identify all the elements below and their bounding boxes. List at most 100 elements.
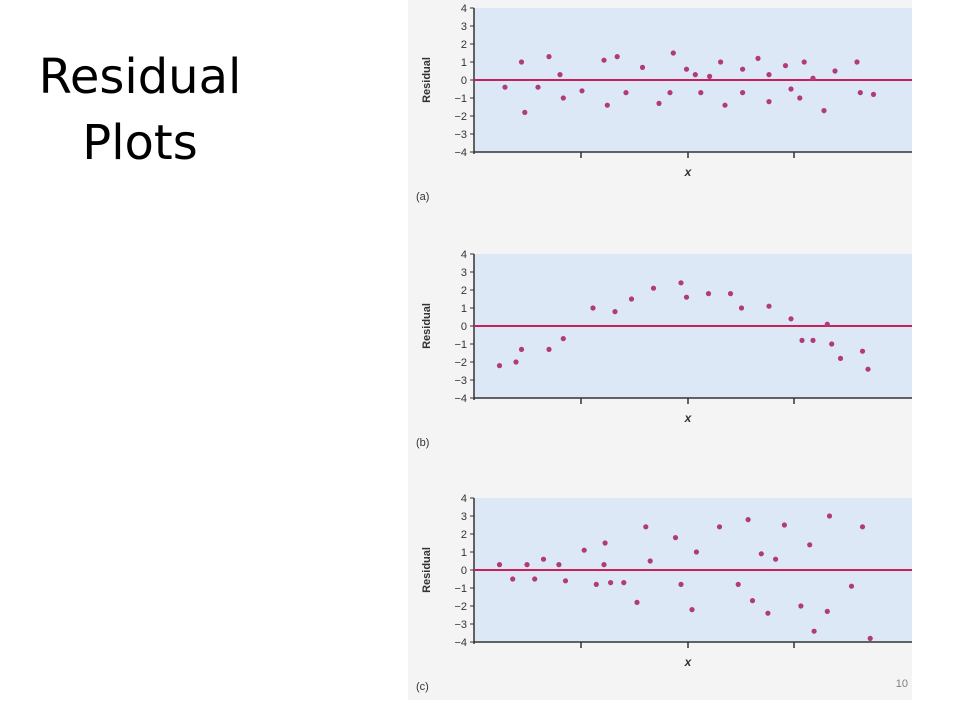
data-point — [773, 556, 779, 562]
data-point — [683, 66, 690, 72]
y-tick-label: −3 — [454, 375, 467, 387]
data-point — [556, 562, 562, 568]
y-tick-label: 3 — [461, 511, 467, 523]
data-point — [798, 603, 804, 609]
data-point — [832, 68, 838, 74]
data-point — [824, 608, 830, 615]
y-tick-label: 0 — [461, 321, 467, 333]
data-point — [807, 542, 813, 548]
data-point — [727, 291, 734, 297]
data-point — [604, 102, 610, 108]
data-point — [788, 86, 794, 92]
y-tick-label: 4 — [461, 493, 467, 505]
data-point — [826, 513, 833, 519]
data-point — [656, 100, 662, 106]
data-point — [546, 346, 552, 352]
y-tick-label: −2 — [454, 601, 467, 613]
slide-title-line-1: Residual — [38, 49, 242, 105]
data-point — [740, 66, 746, 72]
page-number: 10 — [895, 678, 908, 690]
data-point — [608, 580, 614, 586]
data-point — [693, 549, 699, 555]
data-point — [579, 88, 585, 94]
data-point — [593, 581, 599, 588]
data-point — [766, 72, 772, 78]
data-point — [821, 108, 827, 114]
data-point — [540, 556, 547, 562]
y-tick-label: 2 — [461, 285, 467, 297]
data-point — [740, 90, 746, 96]
data-point — [535, 84, 541, 90]
data-point — [781, 522, 787, 528]
y-axis-label: Residual — [421, 547, 433, 593]
data-point — [502, 84, 508, 90]
data-point — [782, 63, 789, 69]
data-point — [738, 305, 745, 311]
data-point — [647, 558, 653, 564]
data-point — [601, 57, 607, 63]
data-point — [581, 547, 587, 553]
data-point — [639, 64, 646, 70]
data-point — [510, 576, 516, 582]
data-point — [546, 54, 552, 60]
data-point — [518, 346, 525, 352]
data-point — [766, 303, 772, 309]
data-point — [718, 59, 724, 65]
x-axis-label: x — [684, 655, 693, 669]
data-point — [758, 551, 764, 557]
y-tick-label: 4 — [461, 3, 467, 15]
y-tick-label: −1 — [454, 93, 467, 105]
y-axis-label: Residual — [421, 57, 433, 103]
data-point — [810, 337, 816, 343]
data-point — [698, 90, 704, 96]
data-point — [601, 562, 607, 568]
y-tick-label: −4 — [454, 393, 467, 405]
y-tick-label: 2 — [461, 529, 467, 541]
data-point — [590, 305, 596, 311]
panel-label: (a) — [416, 191, 429, 203]
residual-plots-figure: 4 3 2 1 0 −1 −2 −3 −4 Residual x (a) 4 3 2 1 0 −1 −2 −3 −4 Re… — [408, 0, 912, 700]
data-point — [848, 583, 855, 589]
data-point — [799, 337, 805, 343]
data-point — [810, 75, 816, 81]
y-tick-label: −2 — [454, 111, 467, 123]
y-tick-label: −3 — [454, 129, 467, 141]
data-point — [678, 280, 684, 286]
data-point — [749, 598, 756, 604]
data-point — [735, 581, 741, 588]
data-point — [854, 59, 860, 65]
y-tick-label: −2 — [454, 357, 467, 369]
data-point — [867, 635, 873, 642]
data-point — [560, 336, 566, 342]
data-point — [745, 517, 751, 523]
y-tick-label: 3 — [461, 267, 467, 279]
data-point — [859, 348, 866, 354]
data-point — [801, 59, 807, 65]
data-point — [612, 309, 618, 315]
data-point — [532, 576, 538, 582]
data-point — [670, 50, 676, 56]
y-tick-label: −1 — [454, 339, 467, 351]
x-axis-label: x — [684, 165, 693, 179]
data-point — [829, 341, 835, 347]
data-point — [667, 90, 673, 96]
y-tick-label: −3 — [454, 619, 467, 631]
y-tick-label: 1 — [461, 547, 467, 559]
y-tick-label: 3 — [461, 21, 467, 33]
data-point — [692, 72, 698, 78]
data-point — [716, 524, 723, 530]
data-point — [496, 562, 503, 568]
residual-plots-svg: 43210−1−2−3−4Residualx(a)43210−1−2−3−4Re… — [416, 3, 912, 693]
data-point — [865, 366, 871, 372]
data-point — [857, 90, 863, 96]
y-axis-label: Residual — [421, 303, 433, 349]
slide-title: Residual Plots — [20, 44, 260, 176]
data-point — [623, 90, 629, 96]
y-tick-label: 1 — [461, 303, 467, 315]
data-point — [560, 95, 566, 101]
data-point — [562, 578, 569, 584]
data-point — [788, 316, 794, 322]
data-point — [628, 296, 635, 302]
data-point — [602, 540, 608, 546]
data-point — [557, 72, 563, 78]
